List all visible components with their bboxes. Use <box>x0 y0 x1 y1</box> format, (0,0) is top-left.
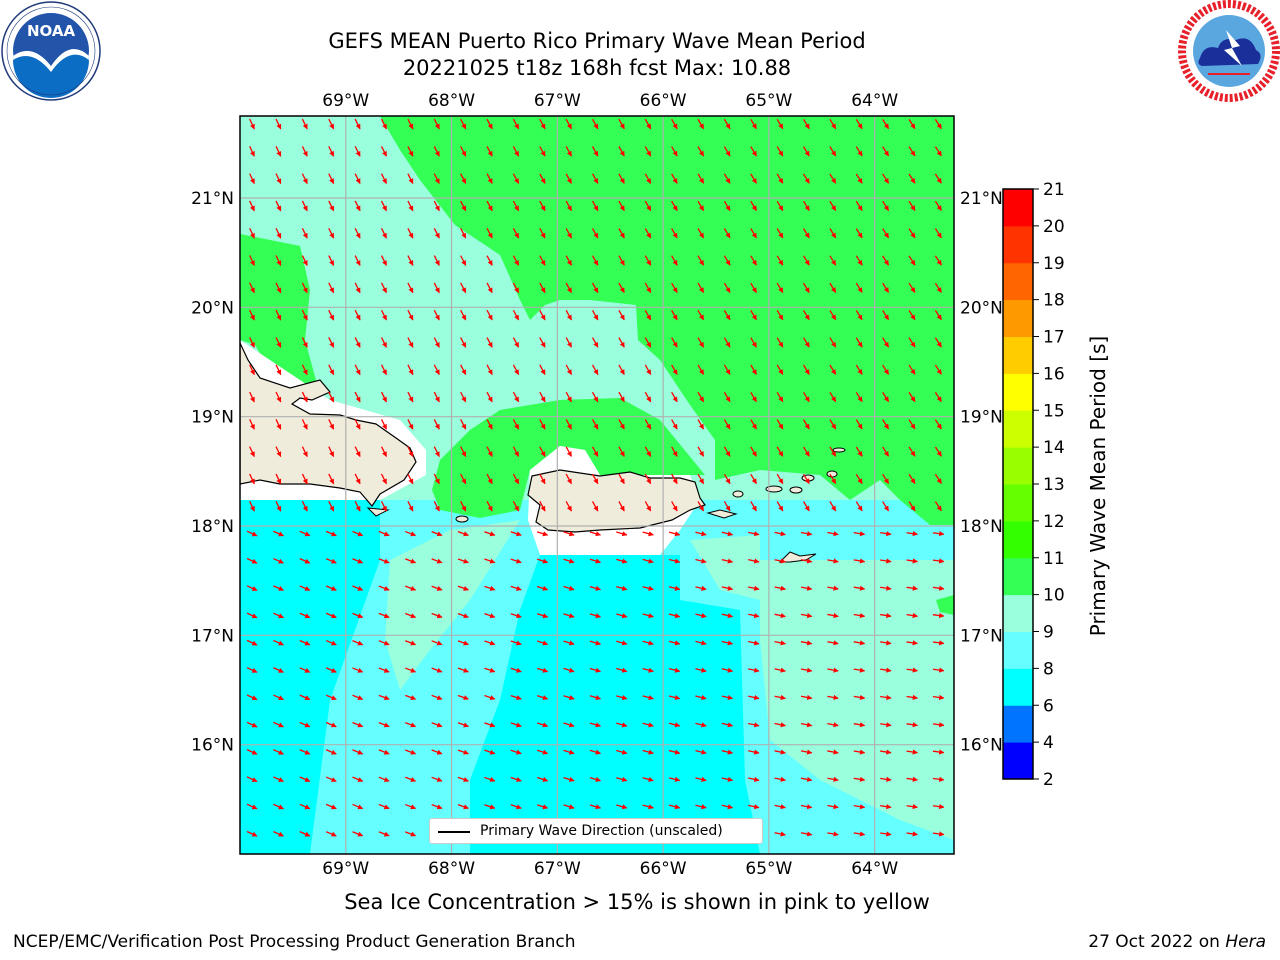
colorbar-label: Primary Wave Mean Period [s] <box>1086 336 1110 637</box>
colorbar-segment <box>1003 595 1033 632</box>
colorbar-tick-label: 17 <box>1043 328 1065 348</box>
lat-label-right: 20°N <box>960 298 1003 318</box>
lat-label-left: 17°N <box>191 626 234 646</box>
colorbar-segment <box>1003 705 1033 742</box>
colorbar-segment <box>1003 189 1033 226</box>
lat-label-left: 16°N <box>191 736 234 756</box>
lon-label-top: 69°W <box>322 91 369 111</box>
footer-host: Hera <box>1225 932 1266 952</box>
lat-label-left: 20°N <box>191 298 234 318</box>
colorbar-tick-label: 2 <box>1043 770 1054 790</box>
sea-ice-note: Sea Ice Concentration > 15% is shown in … <box>240 890 1034 914</box>
lat-label-right: 17°N <box>960 626 1003 646</box>
colorbar-tick-label: 13 <box>1043 475 1065 495</box>
colorbar-segment <box>1003 300 1033 337</box>
lon-label-bottom: 69°W <box>322 859 369 879</box>
lat-label-left: 21°N <box>191 189 234 209</box>
colorbar-segment <box>1003 668 1033 705</box>
lon-label-top: 65°W <box>745 91 792 111</box>
colorbar-tick-label: 9 <box>1043 623 1054 643</box>
colorbar-tick-label: 6 <box>1043 696 1054 716</box>
lon-label-top: 66°W <box>640 91 687 111</box>
colorbar-segment <box>1003 742 1033 779</box>
map-legend: Primary Wave Direction (unscaled) <box>429 818 763 844</box>
legend-line-swatch <box>438 831 470 833</box>
lon-label-bottom: 68°W <box>428 859 475 879</box>
colorbar-tick-label: 11 <box>1043 549 1065 569</box>
colorbar-tick-label: 19 <box>1043 254 1065 274</box>
colorbar-tick-label: 18 <box>1043 291 1065 311</box>
colorbar-segment <box>1003 632 1033 669</box>
lat-label-left: 18°N <box>191 517 234 537</box>
lon-label-top: 68°W <box>428 91 475 111</box>
lon-label-bottom: 64°W <box>851 859 898 879</box>
lon-label-top: 64°W <box>851 91 898 111</box>
colorbar-segment <box>1003 447 1033 484</box>
colorbar-segment <box>1003 373 1033 410</box>
footer-date-text: 27 Oct 2022 on <box>1088 932 1225 952</box>
colorbar: 2 4 6 8 9 10 11 12 13 14 15 16 17 18 19 20 21 <box>1003 180 1065 790</box>
lat-label-right: 21°N <box>960 189 1003 209</box>
lon-label-bottom: 66°W <box>640 859 687 879</box>
lon-label-bottom: 67°W <box>534 859 581 879</box>
colorbar-segment <box>1003 558 1033 595</box>
colorbar-tick-label: 15 <box>1043 401 1065 421</box>
footer-credit: NCEP/EMC/Verification Post Processing Pr… <box>13 932 576 952</box>
lat-label-right: 16°N <box>960 736 1003 756</box>
colorbar-segment <box>1003 337 1033 374</box>
colorbar-tick-label: 4 <box>1043 733 1054 753</box>
colorbar-tick-label: 12 <box>1043 512 1065 532</box>
lon-label-bottom: 65°W <box>745 859 792 879</box>
colorbar-tick-label: 8 <box>1043 659 1054 679</box>
colorbar-tick-label: 10 <box>1043 586 1065 606</box>
colorbar-segment <box>1003 410 1033 447</box>
colorbar-segment <box>1003 226 1033 263</box>
legend-label: Primary Wave Direction (unscaled) <box>480 823 723 839</box>
map-fill-layer <box>240 116 954 854</box>
lat-label-left: 19°N <box>191 408 234 428</box>
colorbar-segment <box>1003 484 1033 521</box>
footer-date: 27 Oct 2022 on Hera <box>1088 932 1266 952</box>
lon-label-top: 67°W <box>534 91 581 111</box>
colorbar-tick-label: 16 <box>1043 364 1065 384</box>
colorbar-tick-label: 21 <box>1043 180 1065 200</box>
colorbar-segment <box>1003 521 1033 558</box>
colorbar-tick-label: 20 <box>1043 217 1065 237</box>
colorbar-segment <box>1003 263 1033 300</box>
lat-label-right: 18°N <box>960 517 1003 537</box>
lat-label-right: 19°N <box>960 408 1003 428</box>
colorbar-tick-label: 14 <box>1043 438 1065 458</box>
